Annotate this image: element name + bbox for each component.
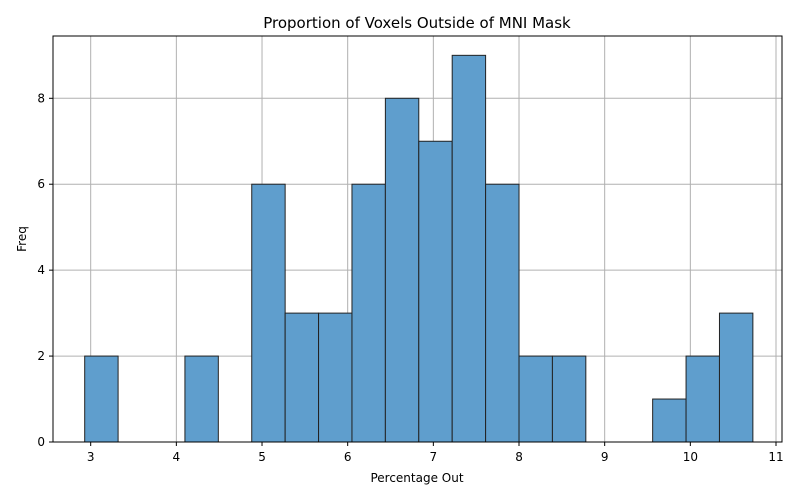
y-tick-label: 2 [37,349,45,363]
histogram-bar [418,140,453,443]
x-tick-label: 3 [87,450,95,464]
y-tick-label: 6 [37,177,45,191]
bars [84,54,754,443]
histogram-bar [718,312,754,443]
histogram-bar [518,355,553,443]
y-axis-label: Freq [15,226,29,252]
x-axis-label: Percentage Out [370,471,463,485]
histogram-bar [84,355,119,443]
y-axis-ticks: 0 2 4 6 8 [37,91,53,449]
y-tick-label: 4 [37,263,45,277]
histogram-bar [485,183,520,443]
x-tick-label: 10 [683,450,698,464]
histogram-bar [551,355,587,443]
histogram-bar [318,312,353,443]
x-tick-label: 4 [173,450,181,464]
histogram-bar [351,183,386,443]
histogram-bar [251,183,286,443]
y-tick-label: 8 [37,91,45,105]
y-tick-label: 0 [37,435,45,449]
chart-title: Proportion of Voxels Outside of MNI Mask [263,14,571,32]
x-tick-label: 9 [601,450,609,464]
x-tick-label: 5 [258,450,266,464]
plot-frame [52,35,783,443]
x-tick-label: 7 [430,450,438,464]
x-tick-label: 11 [768,450,783,464]
x-axis-ticks: 3 4 5 6 7 8 9 10 11 [87,442,784,464]
histogram-bar [184,355,219,443]
x-tick-label: 6 [344,450,352,464]
histogram-bar [284,312,320,443]
histogram-bar [384,97,420,443]
x-tick-label: 8 [515,450,523,464]
histogram-bar [652,398,687,443]
histogram-bar [451,54,487,443]
histogram-bar [685,355,720,443]
